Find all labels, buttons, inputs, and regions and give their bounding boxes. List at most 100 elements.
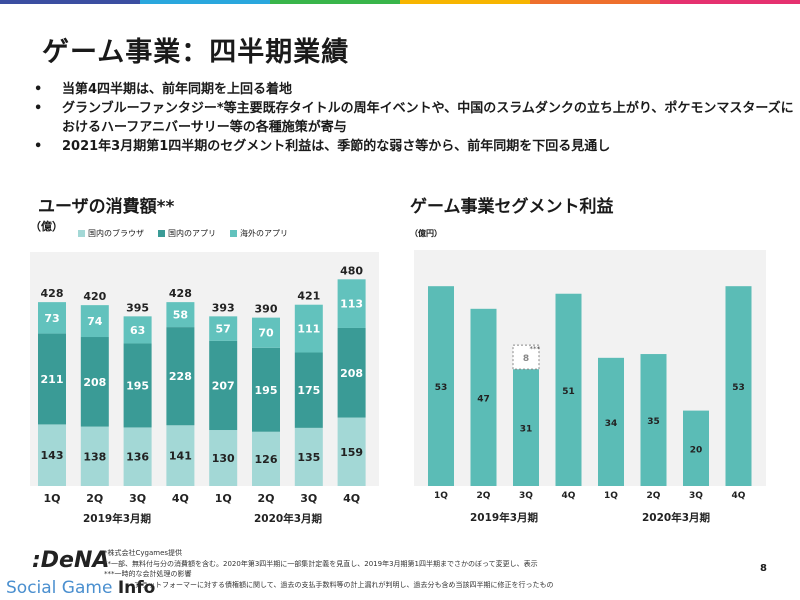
tick-label: 3Q: [689, 491, 703, 501]
data-label: 130: [212, 452, 235, 465]
total-label: 390: [255, 303, 278, 316]
tick-label: 4Q: [343, 492, 360, 505]
tick-label: 2Q: [86, 492, 103, 505]
data-label: 175: [297, 384, 320, 397]
bar-segment: [294, 304, 323, 353]
page-number: 8: [760, 563, 767, 574]
data-label: 57: [216, 323, 231, 336]
data-label: 208: [340, 367, 363, 380]
tick-label: 3Q: [129, 492, 146, 505]
bar-segment: [123, 343, 152, 428]
top-bar-segment: [140, 0, 270, 4]
bar-segment: [209, 430, 238, 486]
data-label: 53: [435, 383, 448, 393]
bar-segment: [80, 337, 109, 427]
top-bar-segment: [270, 0, 400, 4]
page-title: ゲーム事業：四半期業績: [42, 37, 350, 68]
bar-segment: [252, 431, 280, 486]
bar: [640, 354, 667, 486]
total-label: 421: [297, 290, 320, 303]
total-label: 480: [340, 264, 363, 277]
chart-legend: 国内のブラウザ 国内のアプリ 海外のアプリ: [78, 228, 288, 239]
data-label: 195: [126, 379, 149, 392]
tick-label: 2Q: [647, 491, 661, 501]
data-label: 136: [126, 451, 149, 464]
bar-segment: [337, 327, 366, 418]
tick-label: 4Q: [732, 491, 746, 501]
tick-label: 1Q: [215, 492, 232, 505]
bar-segment: [38, 424, 66, 486]
total-label: 428: [169, 287, 192, 300]
left-chart-heading: ユーザの消費額**: [38, 197, 175, 217]
bar-segment: [294, 352, 323, 428]
footnote: ***一時的な会計処理の影響: [104, 570, 192, 578]
data-label: 228: [169, 370, 192, 383]
data-label: 143: [41, 449, 64, 462]
group-label: 2020年3月期: [254, 512, 322, 525]
bar-segment: [252, 347, 280, 432]
legend-swatch: [230, 230, 237, 237]
legend-swatch: [158, 230, 165, 237]
data-label: 34: [605, 419, 618, 429]
top-bar-segment: [400, 0, 530, 4]
bar-segment: [209, 340, 238, 431]
bullet-item: • グランブルーファンタジー*等主要既存タイトルの周年イベントや、中国のスラムダ…: [34, 99, 794, 137]
data-label: 208: [83, 376, 106, 389]
data-label: 113: [340, 298, 363, 311]
data-label: 73: [44, 312, 59, 325]
bullet-text: グランブルーファンタジー*等主要既存タイトルの周年イベントや、中国のスラムダンク…: [62, 101, 794, 135]
bar: [555, 293, 582, 486]
bullet-item: • 2021年3月期第1四半期のセグメント利益は、季節的な弱さ等から、前年同期を…: [34, 137, 794, 156]
legend-item-browser: 国内のブラウザ: [78, 228, 144, 239]
footnote: *株式会社Cygames提供: [104, 549, 183, 557]
bar-segment: [38, 302, 66, 334]
data-label: 141: [169, 450, 192, 463]
annotation-marker: ***: [530, 345, 541, 353]
bar-segment: [166, 302, 195, 328]
watermark: Social Game Info: [6, 578, 155, 598]
bar-segment: [80, 305, 109, 338]
bar-segment: [166, 425, 195, 486]
data-label: 35: [647, 417, 660, 427]
tick-label: 1Q: [434, 491, 448, 501]
data-label: 195: [255, 384, 278, 397]
total-label: 393: [212, 301, 235, 314]
left-chart-unit: （億）: [30, 220, 63, 233]
top-color-bar: [0, 0, 800, 4]
legend-label: 海外のアプリ: [240, 229, 288, 238]
data-label: 159: [340, 446, 363, 459]
bar: [725, 286, 752, 486]
tick-label: 1Q: [604, 491, 618, 501]
bullet-text: 当第4四半期は、前年同期を上回る着地: [62, 82, 293, 97]
top-bar-segment: [0, 0, 140, 4]
tick-label: 2Q: [477, 491, 491, 501]
bar-segment: [337, 279, 366, 328]
data-label: 70: [258, 327, 274, 340]
annotation-box: [512, 344, 540, 370]
total-label: 420: [83, 290, 106, 303]
tick-label: 4Q: [562, 491, 576, 501]
group-label: 2020年3月期: [642, 511, 710, 524]
footnotes: *株式会社Cygames提供 **一部、無料付与分の消費額を含む。2020年第3…: [104, 548, 684, 590]
legend-label: 国内のブラウザ: [88, 229, 144, 238]
data-label: 135: [297, 451, 320, 464]
tick-label: 4Q: [172, 492, 189, 505]
watermark-suffix: Info: [117, 578, 156, 598]
footnote: プラットフォーマーに対する債権額に関して、過去の支払手数料等の計上漏れが判明し、…: [134, 580, 554, 589]
group-label: 2019年3月期: [83, 512, 151, 525]
bar: [470, 308, 497, 486]
data-label: 51: [562, 387, 575, 397]
bar: [513, 369, 539, 486]
bar-segment: [38, 333, 66, 425]
legend-item-overseas-app: 海外のアプリ: [230, 228, 288, 239]
data-label: 207: [212, 379, 235, 392]
bullet-dot: •: [34, 82, 43, 97]
tick-label: 3Q: [300, 492, 317, 505]
data-label: 126: [255, 453, 278, 466]
tick-label: 2Q: [257, 492, 274, 505]
bullet-item: • 当第4四半期は、前年同期を上回る着地: [34, 80, 794, 99]
data-label: 211: [41, 373, 64, 386]
legend-label: 国内のアプリ: [168, 229, 216, 238]
data-label: 138: [83, 450, 106, 463]
tick-label: 1Q: [43, 492, 60, 505]
